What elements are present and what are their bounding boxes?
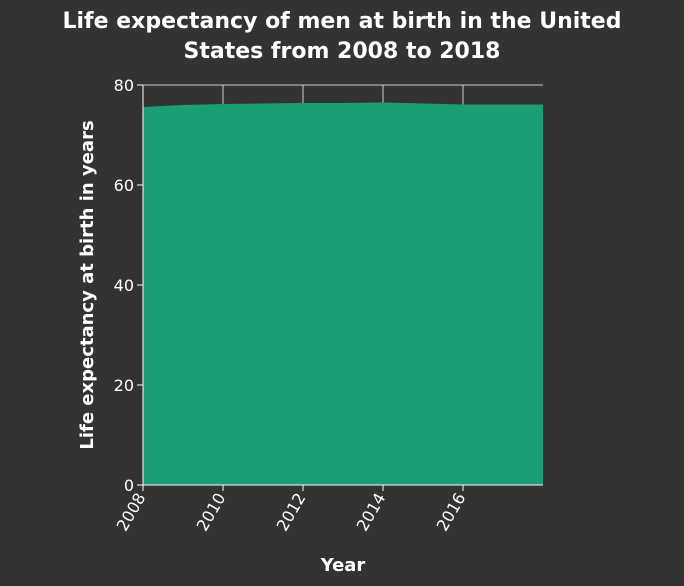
y-tick-label-0: 0	[124, 476, 134, 495]
chart-title-line-1: Life expectancy of men at birth in the U…	[63, 9, 622, 34]
y-tick-label-80: 80	[114, 76, 134, 95]
y-tick-label-60: 60	[114, 176, 134, 195]
x-axis-label: Year	[320, 555, 366, 576]
x-tick-label-2016: 2016	[433, 490, 470, 535]
y-tick-label-40: 40	[114, 276, 134, 295]
area-series	[143, 102, 543, 485]
x-tick-label-2010: 2010	[193, 490, 230, 535]
y-tick-label-20: 20	[114, 376, 134, 395]
x-tick-label-2014: 2014	[353, 490, 390, 535]
x-tick-label-2012: 2012	[273, 490, 310, 535]
chart-title-line-2: States from 2008 to 2018	[184, 39, 501, 64]
y-axis-label: Life expectancy at birth in years	[77, 120, 98, 449]
x-tick-label-2008: 2008	[113, 490, 150, 535]
plot-area: 0 20 40 60 80 2008 2010 2012 2014 2016	[113, 76, 543, 534]
